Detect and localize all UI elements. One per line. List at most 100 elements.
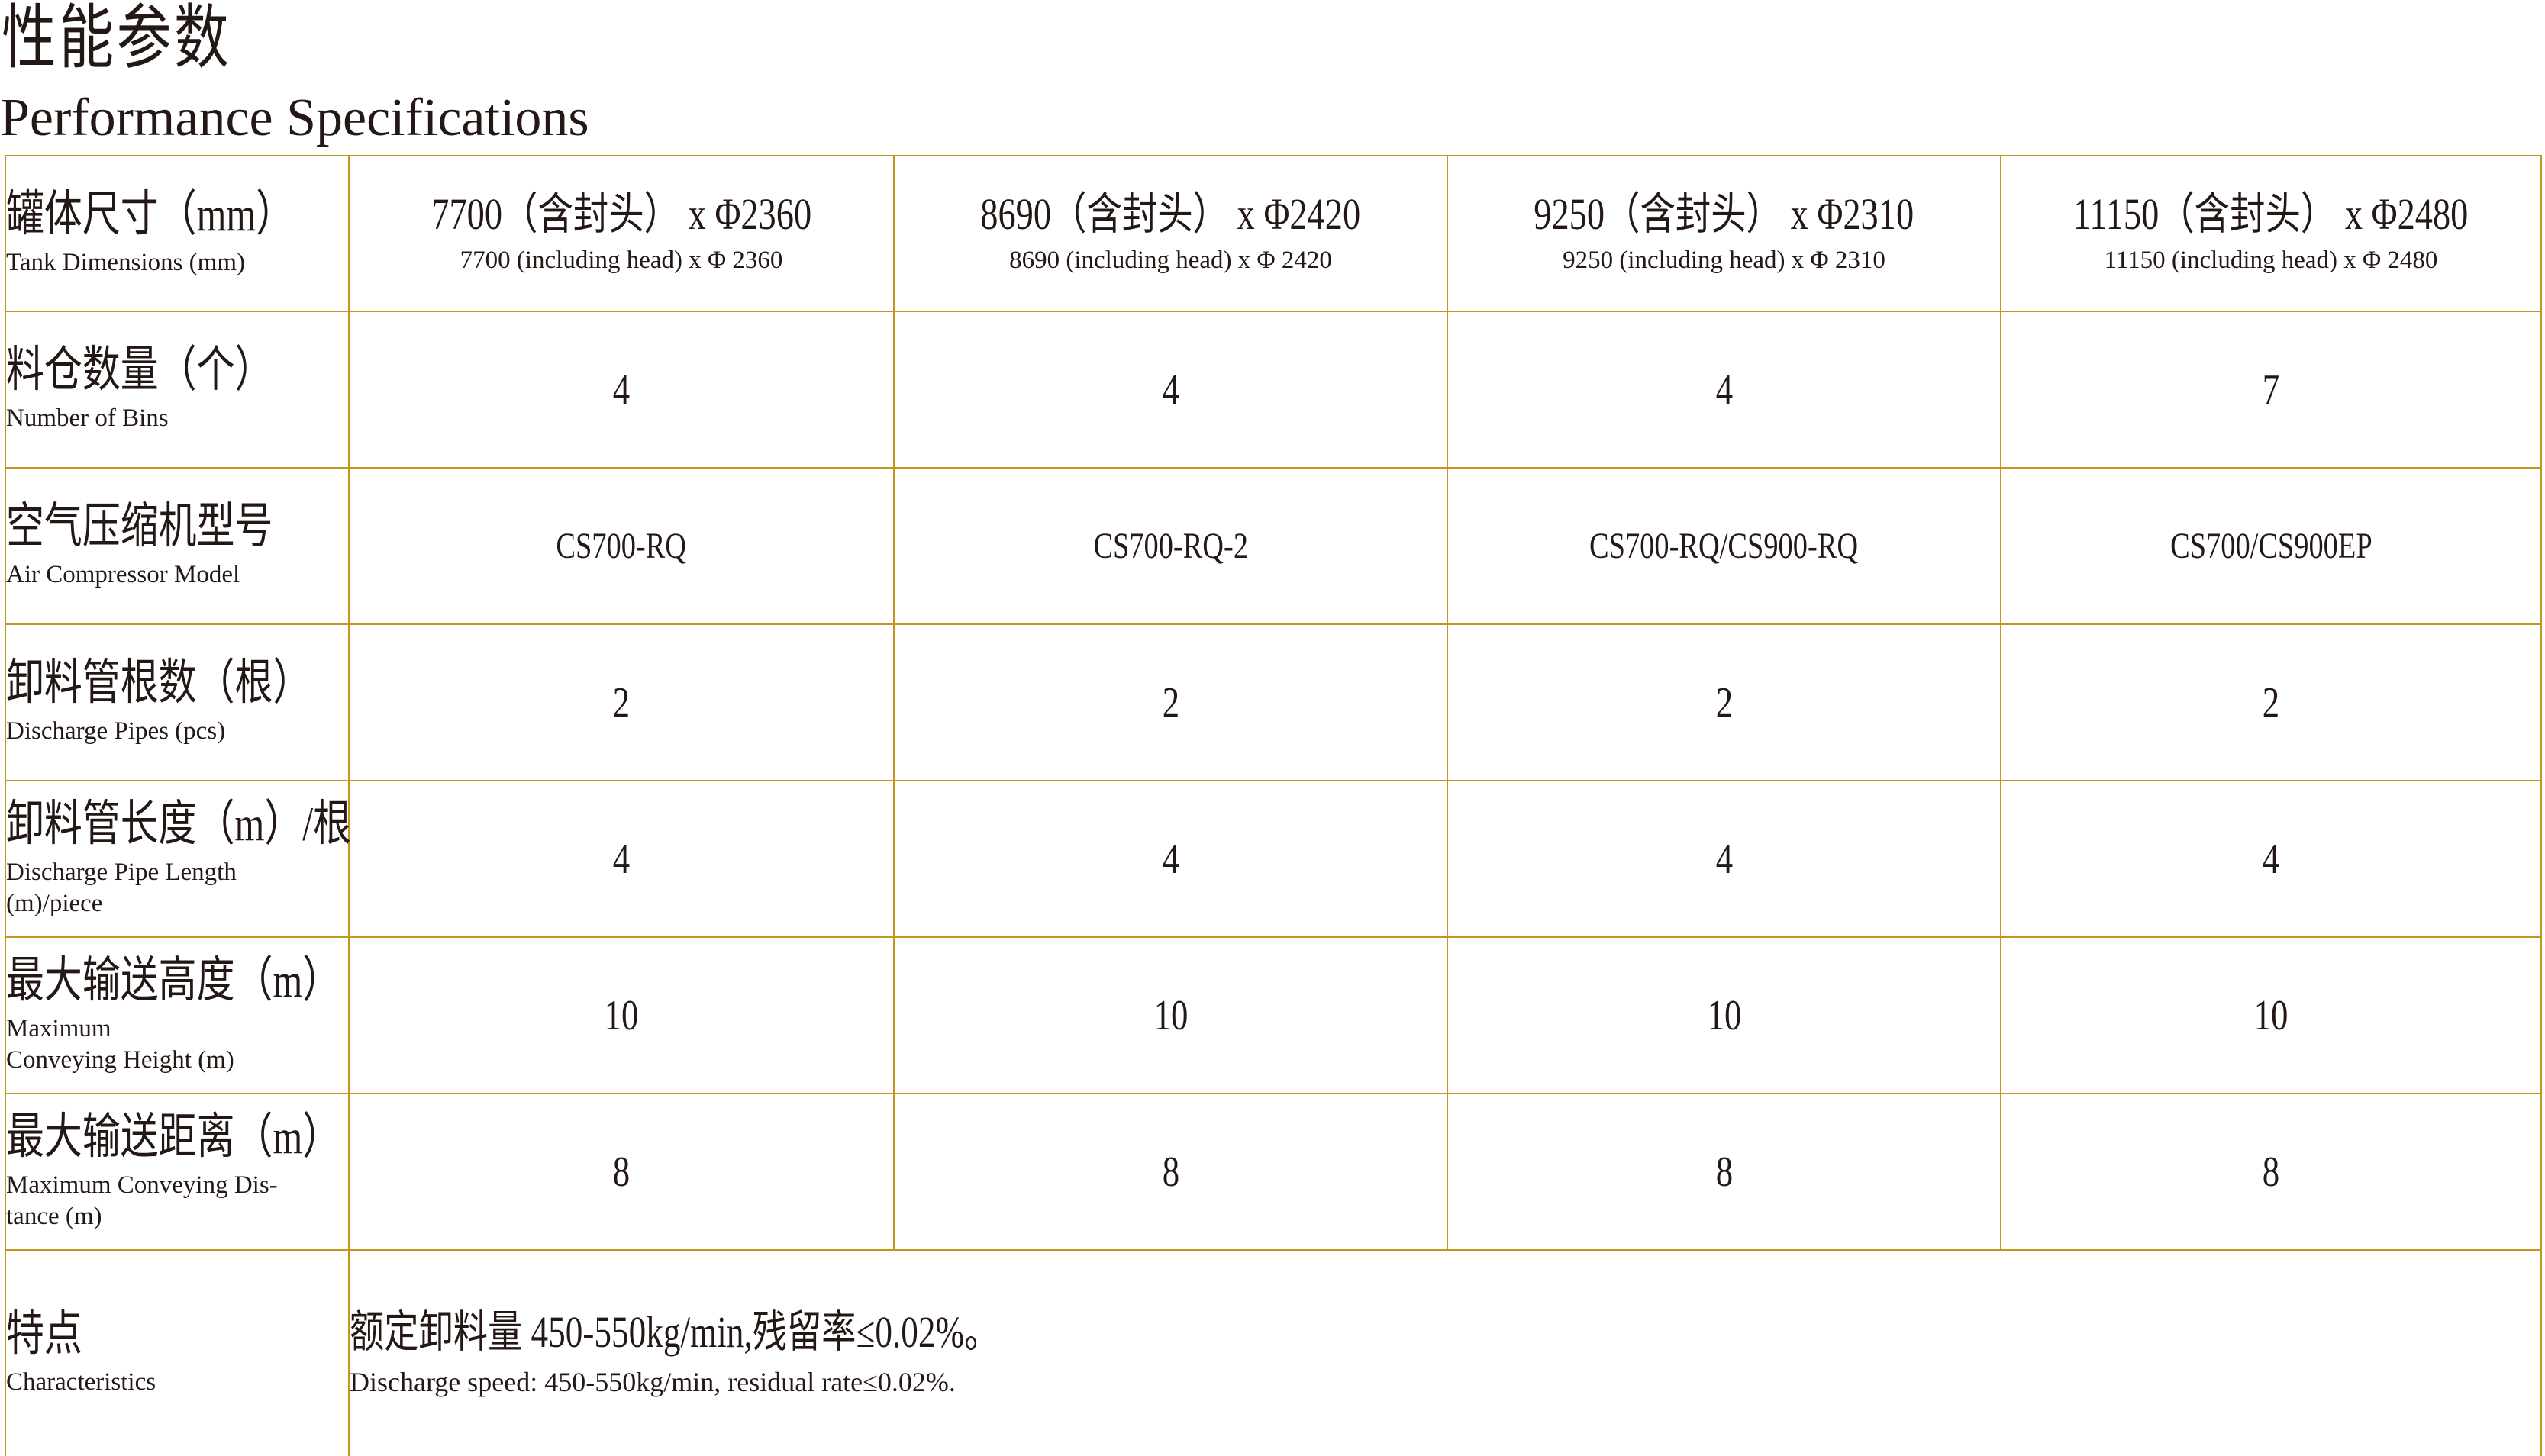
value-cell: CS700-RQ-2 bbox=[893, 467, 1448, 625]
row-label-en: Maximum Conveying Dis- tance (m) bbox=[6, 1171, 278, 1231]
row-label-cell: 卸料管根数（根） Discharge Pipes (pcs) bbox=[5, 623, 350, 781]
value-number: 4 bbox=[612, 366, 631, 414]
feature-value-en: Discharge speed: 450-550kg/min, residual… bbox=[350, 1366, 956, 1397]
table-row: 料仓数量（个） Number of Bins 4 4 4 7 bbox=[5, 311, 2542, 469]
value-cell: CS700-RQ bbox=[348, 467, 895, 625]
value-cell: 4 bbox=[348, 311, 895, 469]
value-cell: 8 bbox=[893, 1093, 1448, 1251]
value-model-text: CS700-RQ-2 bbox=[1093, 525, 1248, 566]
value-number: 2 bbox=[1715, 678, 1733, 726]
value-number: 4 bbox=[1715, 835, 1733, 883]
row-label-en: Characteristics bbox=[6, 1368, 156, 1396]
value-cell: 10 bbox=[893, 936, 1448, 1094]
page-title: 性能参数 bbox=[2, 3, 2545, 73]
row-label-en: Number of Bins bbox=[6, 404, 169, 433]
value-number: 8 bbox=[612, 1148, 631, 1196]
value-number: 4 bbox=[612, 835, 631, 883]
value-model-text: CS700-RQ/CS900-RQ bbox=[1589, 525, 1859, 566]
row-label-cn: 卸料管长度（m）/根 bbox=[6, 796, 352, 851]
table-row: 最大输送距离（m） Maximum Conveying Dis- tance (m… bbox=[5, 1093, 2542, 1251]
value-cell: 4 bbox=[2000, 780, 2542, 938]
value-cell: 7700（含封头） x Φ2360 7700 (including head) x… bbox=[348, 155, 895, 312]
value-cell: 4 bbox=[1447, 780, 2001, 938]
value-en: 7700 (including head) x Φ 2360 bbox=[460, 246, 783, 274]
feature-value-cell: 额定卸料量 450-550kg/min,残留率≤0.02%。 Discharge … bbox=[348, 1249, 2542, 1456]
value-en: 9250 (including head) x Φ 2310 bbox=[1563, 246, 1885, 274]
value-number: 2 bbox=[2262, 678, 2280, 726]
value-number: 4 bbox=[1715, 366, 1733, 414]
row-label-cn: 卸料管根数（根） bbox=[6, 656, 311, 710]
value-en: 8690 (including head) x Φ 2420 bbox=[1009, 246, 1332, 274]
value-number: 10 bbox=[1153, 991, 1188, 1039]
row-label-cn: 罐体尺寸（mm） bbox=[6, 186, 295, 241]
feature-row: 特点 Characteristics 额定卸料量 450-550kg/min,残留率… bbox=[5, 1249, 2542, 1456]
value-cell: 4 bbox=[893, 780, 1448, 938]
row-label-en: Maximum Conveying Height (m) bbox=[6, 1014, 234, 1074]
table-row: 罐体尺寸（mm） Tank Dimensions (mm) 7700（含封头） x … bbox=[5, 155, 2542, 312]
value-number: 10 bbox=[2253, 991, 2289, 1039]
table-row: 空气压缩机型号 Air Compressor Model CS700-RQ CS700… bbox=[5, 467, 2542, 625]
value-cn: 9250（含封头） x Φ2310 bbox=[1534, 188, 1914, 239]
row-label-cell: 卸料管长度（m）/根 Discharge Pipe Length (m)/piec… bbox=[5, 780, 352, 938]
value-number: 4 bbox=[1162, 366, 1179, 414]
table-row: 卸料管长度（m）/根 Discharge Pipe Length (m)/piec… bbox=[5, 780, 2542, 938]
value-en: 11150 (including head) x Φ 2480 bbox=[2104, 246, 2438, 274]
row-label-cn: 空气压缩机型号 bbox=[6, 499, 273, 554]
table-row: 卸料管根数（根） Discharge Pipes (pcs) 2 2 2 2 bbox=[5, 623, 2542, 781]
value-cell: 2 bbox=[348, 623, 895, 781]
row-label-cell: 罐体尺寸（mm） Tank Dimensions (mm) bbox=[5, 155, 350, 312]
value-cell: 7 bbox=[2000, 311, 2542, 469]
value-cell: 2 bbox=[1447, 623, 2001, 781]
value-number: 4 bbox=[2262, 835, 2280, 883]
value-cell: 10 bbox=[2000, 936, 2542, 1094]
value-cell: 4 bbox=[893, 311, 1448, 469]
value-cell: 9250（含封头） x Φ2310 9250 (including head) x… bbox=[1447, 155, 2001, 312]
value-number: 10 bbox=[1707, 991, 1741, 1039]
value-cell: CS700-RQ/CS900-RQ bbox=[1447, 467, 2001, 625]
value-cn: 11150（含封头） x Φ2480 bbox=[2073, 188, 2469, 239]
page-title-text: 性能参数 bbox=[2, 0, 232, 77]
row-label-cn: 最大输送高度（m） bbox=[6, 952, 341, 1007]
feature-label-cell: 特点 Characteristics bbox=[5, 1249, 350, 1456]
row-label-en: Air Compressor Model bbox=[6, 561, 240, 589]
value-model-text: CS700-RQ bbox=[556, 525, 687, 566]
value-cell: 8 bbox=[2000, 1093, 2542, 1251]
row-label-cn: 料仓数量（个） bbox=[6, 343, 273, 398]
value-number: 8 bbox=[1162, 1148, 1179, 1196]
value-cell: CS700/CS900EP bbox=[2000, 467, 2542, 625]
value-cell: 10 bbox=[1447, 936, 2001, 1094]
feature-value-cn: 额定卸料量 450-550kg/min,残留率≤0.02%。 bbox=[350, 1307, 999, 1357]
value-number: 8 bbox=[1715, 1148, 1733, 1196]
value-number: 2 bbox=[612, 678, 631, 726]
value-number: 2 bbox=[1162, 678, 1179, 726]
value-cell: 8 bbox=[1447, 1093, 2001, 1251]
row-label-cell: 料仓数量（个） Number of Bins bbox=[5, 311, 350, 469]
value-number: 4 bbox=[1162, 835, 1179, 883]
page-subtitle: Performance Specifications bbox=[0, 89, 589, 147]
value-cell: 11150（含封头） x Φ2480 11150 (including head)… bbox=[2000, 155, 2542, 312]
performance-spec-table: 罐体尺寸（mm） Tank Dimensions (mm) 7700（含封头） x … bbox=[5, 155, 2542, 1456]
value-cell: 2 bbox=[893, 623, 1448, 781]
row-label-cell: 最大输送距离（m） Maximum Conveying Dis- tance (m… bbox=[5, 1093, 350, 1251]
row-label-cn: 特点 bbox=[6, 1306, 82, 1361]
value-cn: 7700（含封头） x Φ2360 bbox=[431, 188, 811, 239]
value-number: 10 bbox=[604, 991, 639, 1039]
row-label-cell: 空气压缩机型号 Air Compressor Model bbox=[5, 467, 350, 625]
row-label-en: Discharge Pipes (pcs) bbox=[6, 717, 226, 746]
value-cell: 8690（含封头） x Φ2420 8690 (including head) x… bbox=[893, 155, 1448, 312]
row-label-en: Tank Dimensions (mm) bbox=[6, 248, 245, 276]
row-label-cell: 最大输送高度（m） Maximum Conveying Height (m) bbox=[5, 936, 350, 1094]
value-number: 7 bbox=[2262, 366, 2280, 414]
value-cn: 8690（含封头） x Φ2420 bbox=[980, 188, 1361, 239]
value-cell: 2 bbox=[2000, 623, 2542, 781]
value-number: 8 bbox=[2262, 1148, 2280, 1196]
table-row: 最大输送高度（m） Maximum Conveying Height (m) 10 1… bbox=[5, 936, 2542, 1094]
value-model-text: CS700/CS900EP bbox=[2169, 525, 2372, 566]
row-label-cn: 最大输送距离（m） bbox=[6, 1109, 341, 1164]
value-cell: 4 bbox=[348, 780, 895, 938]
row-label-en: Discharge Pipe Length (m)/piece bbox=[6, 858, 237, 918]
value-cell: 4 bbox=[1447, 311, 2001, 469]
value-cell: 8 bbox=[348, 1093, 895, 1251]
value-cell: 10 bbox=[348, 936, 895, 1094]
